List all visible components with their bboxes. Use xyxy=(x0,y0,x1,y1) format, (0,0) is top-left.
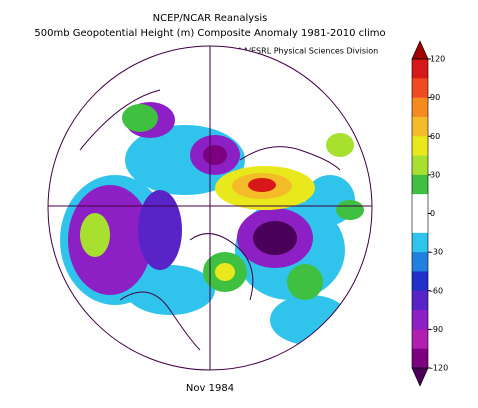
color-band xyxy=(412,271,428,292)
color-band xyxy=(412,310,428,330)
color-band xyxy=(412,78,428,99)
tick-label: 90 xyxy=(430,93,440,102)
color-band xyxy=(412,252,428,272)
tick-label: -30 xyxy=(430,248,443,257)
tick-label: 60 xyxy=(430,132,440,141)
color-band xyxy=(412,194,428,214)
credit: NOAA/ESRL Physical Sciences Division xyxy=(225,47,378,56)
color-band xyxy=(412,329,428,350)
color-band xyxy=(412,290,428,311)
tick-label: -90 xyxy=(430,325,443,334)
map xyxy=(47,45,373,371)
colorbar: 120 90 60 30 0 -30 -60 -90 -120 xyxy=(411,40,448,387)
color-band xyxy=(412,116,428,137)
title: NCEP/NCAR Reanalysis xyxy=(153,13,268,24)
tick-label: -60 xyxy=(430,286,443,295)
color-band xyxy=(412,213,428,234)
under-arrow xyxy=(411,367,429,387)
color-band xyxy=(412,174,428,195)
over-arrow xyxy=(411,40,429,60)
color-band xyxy=(412,59,428,79)
tick-label: 120 xyxy=(430,55,445,64)
date: Nov 1984 xyxy=(186,383,234,394)
color-band xyxy=(412,97,428,118)
color-band xyxy=(412,155,428,176)
subtitle: 500mb Geopotential Height (m) Composite … xyxy=(34,28,385,39)
tick-label: 30 xyxy=(430,170,440,179)
color-band xyxy=(412,136,428,157)
tick-label: 0 xyxy=(430,209,435,218)
color-band xyxy=(412,348,428,369)
color-band xyxy=(412,232,428,253)
tick-label: -120 xyxy=(430,364,448,373)
